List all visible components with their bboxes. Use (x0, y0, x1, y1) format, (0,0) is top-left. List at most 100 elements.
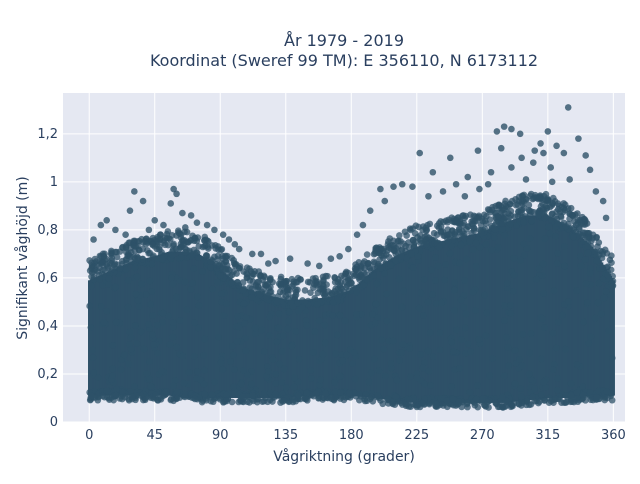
scatter-point-outlier (544, 128, 552, 135)
scatter-point-outlier (377, 185, 384, 193)
scatter-point (121, 393, 129, 401)
scatter-point (440, 232, 448, 240)
scatter-density-band (529, 215, 532, 400)
scatter-point (520, 204, 528, 212)
scatter-density-band (315, 298, 318, 396)
scatter-point (427, 382, 434, 389)
scatter-point (163, 230, 171, 238)
scatter-density-band (580, 237, 583, 397)
scatter-point (218, 290, 225, 297)
scatter-density-band (130, 261, 134, 396)
scatter-point (559, 311, 566, 319)
scatter-point (200, 380, 208, 388)
scatter-point (512, 195, 519, 203)
scatter-point (406, 396, 413, 404)
scatter-point (304, 278, 312, 286)
scatter-point (392, 393, 399, 400)
scatter-point (586, 389, 594, 396)
scatter-point (142, 291, 150, 298)
scatter-density-band (607, 273, 611, 396)
scatter-density-band (178, 251, 182, 398)
scatter-point (526, 235, 534, 242)
scatter-density-band (152, 256, 155, 396)
scatter-density-band (564, 225, 567, 398)
scatter-density-band (256, 292, 260, 398)
scatter-density-band (224, 274, 228, 398)
scatter-point (604, 271, 612, 279)
scatter-density-band (111, 270, 115, 396)
scatter-point (158, 255, 166, 263)
scatter-point (581, 256, 589, 263)
scatter-density-band (428, 243, 432, 403)
scatter-point (432, 254, 439, 261)
scatter-point (379, 400, 387, 408)
scatter-point (180, 236, 188, 244)
scatter-point (168, 251, 176, 259)
scatter-point (546, 230, 554, 237)
scatter-point (580, 318, 587, 326)
scatter-point (191, 395, 199, 403)
scatter-point (88, 392, 95, 400)
scatter-density-band (376, 267, 380, 399)
scatter-density-band (286, 299, 289, 398)
scatter-density-band (609, 275, 613, 396)
scatter-point (578, 232, 586, 239)
scatter-point (108, 249, 115, 256)
scatter-density-band (415, 246, 419, 403)
scatter-density-band (262, 294, 266, 398)
scatter-point (175, 229, 182, 236)
scatter-density-band (475, 233, 479, 403)
scatter-density-band (449, 239, 452, 403)
scatter-point (336, 288, 344, 296)
scatter-point (567, 392, 575, 399)
scatter-point (239, 393, 246, 400)
scatter-point (220, 312, 228, 319)
scatter-density-band (366, 275, 369, 398)
scatter-density-band (306, 299, 310, 396)
scatter-point (313, 301, 321, 308)
scatter-point (111, 260, 119, 268)
scatter-point (561, 243, 568, 250)
scatter-density-band (296, 299, 300, 397)
scatter-point-outlier (366, 207, 374, 214)
scatter-point (392, 257, 400, 265)
scatter-point-outlier (564, 104, 572, 111)
scatter-point (138, 280, 146, 288)
scatter-point-outlier (508, 164, 515, 171)
scatter-point (550, 287, 558, 295)
scatter-point (264, 280, 272, 288)
scatter-density-band (584, 241, 588, 397)
scatter-density-band (350, 289, 353, 396)
scatter-density-band (405, 251, 409, 402)
scatter-point (415, 223, 422, 231)
scatter-point (441, 276, 449, 284)
scatter-point (88, 282, 95, 290)
scatter-density-band (553, 219, 557, 398)
scatter-density-band (274, 297, 278, 398)
scatter-point (553, 215, 561, 223)
scatter-point (131, 264, 139, 272)
scatter-point (122, 244, 130, 252)
scatter-point (216, 396, 224, 403)
scatter-point (211, 378, 218, 386)
scatter-point (460, 232, 467, 240)
scatter-density-band (297, 299, 301, 397)
scatter-density-band (99, 275, 103, 396)
scatter-point (101, 267, 108, 274)
scatter-point (281, 365, 288, 373)
scatter-point (578, 220, 585, 227)
scatter-point (223, 391, 230, 399)
scatter-point (170, 397, 177, 405)
scatter-density-band (481, 232, 484, 403)
scatter-point (148, 288, 156, 295)
scatter-density-band (556, 221, 560, 398)
scatter-point (127, 345, 135, 353)
scatter-density-band (565, 225, 569, 398)
scatter-density-band (352, 287, 356, 396)
scatter-point (400, 287, 407, 295)
scatter-point (329, 298, 337, 306)
scatter-density-band (482, 231, 486, 403)
scatter-density-band (102, 273, 106, 396)
scatter-point (518, 399, 525, 406)
scatter-point (540, 378, 548, 386)
